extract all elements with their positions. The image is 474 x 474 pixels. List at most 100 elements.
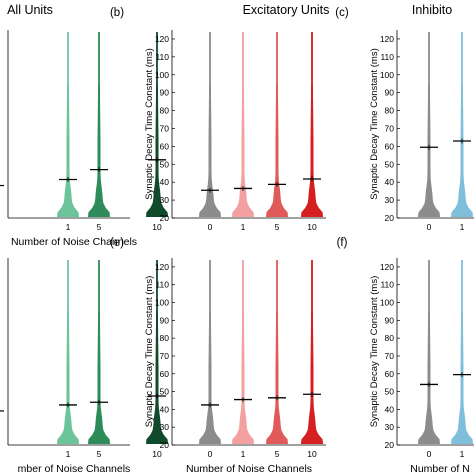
y-tick-label: 90	[385, 88, 395, 98]
x-axis-label: Number of Noise Channels	[11, 236, 137, 248]
y-tick-label: 30	[160, 422, 170, 432]
y-tick-label: 70	[160, 351, 170, 361]
x-tick-label: 1	[241, 449, 246, 459]
panel-label-e: (e)	[110, 237, 124, 249]
x-tick-label: 10	[152, 222, 162, 232]
y-tick-label: 20	[385, 440, 395, 450]
y-axis-label: Synaptic Decay Time Constant (ms)	[144, 276, 155, 428]
x-tick-label: 1	[66, 449, 71, 459]
violin-b-5	[266, 32, 288, 217]
violin-f-0	[418, 260, 440, 444]
x-tick-label: 0	[208, 222, 213, 232]
x-tick-label: 10	[152, 449, 162, 459]
y-tick-label: 120	[380, 262, 394, 272]
x-tick-label: 5	[97, 449, 102, 459]
y-tick-label: 40	[160, 404, 170, 414]
y-tick-label: 40	[385, 177, 395, 187]
y-tick-label: 80	[385, 106, 395, 116]
y-tick-label: 70	[385, 351, 395, 361]
x-tick-label: 0	[208, 449, 213, 459]
y-tick-label: 40	[385, 404, 395, 414]
panel-label-b: (b)	[110, 7, 124, 19]
y-tick-label: 40	[160, 177, 170, 187]
violin-b-1	[232, 32, 254, 217]
y-tick-label: 90	[160, 88, 170, 98]
y-tick-label: 80	[160, 333, 170, 343]
violin-e-1	[232, 260, 254, 444]
y-tick-label: 80	[160, 106, 170, 116]
panel-a: 1 5 10 Number of Noise Channels All Units	[0, 3, 168, 248]
y-tick-label: 30	[385, 195, 395, 205]
panel-title: Inhibito	[412, 3, 452, 17]
violin-b-10	[301, 32, 323, 217]
y-tick-label: 50	[160, 387, 170, 397]
x-tick-label: 0	[427, 222, 432, 232]
y-tick-label: 70	[160, 123, 170, 133]
y-tick-label: 120	[155, 34, 169, 44]
y-tick-label: 120	[155, 262, 169, 272]
y-tick-label: 110	[380, 280, 394, 290]
y-tick-label: 90	[160, 315, 170, 325]
y-tick-label: 60	[160, 141, 170, 151]
x-tick-label: 1	[66, 222, 71, 232]
y-axis-label: Synaptic Decay Time Constant (ms)	[369, 276, 380, 428]
panel-label-f: (f)	[337, 237, 348, 249]
x-axis-label: mber of Noise Channels	[18, 463, 131, 474]
panel-label-c: (c)	[335, 7, 349, 19]
y-tick-label: 80	[385, 333, 395, 343]
violin-d-1	[57, 260, 79, 444]
y-axis-label: Synaptic Decay Time Constant (ms)	[369, 48, 380, 200]
x-axis-label: Number of N	[410, 463, 470, 474]
y-tick-label: 20	[385, 213, 395, 223]
y-tick-label: 30	[385, 422, 395, 432]
x-tick-label: 10	[307, 222, 317, 232]
y-tick-label: 110	[155, 52, 169, 62]
y-tick-label: 100	[380, 298, 394, 308]
x-tick-label: 1	[241, 222, 246, 232]
violin-c-1	[451, 32, 473, 217]
violin-e-0	[199, 260, 221, 444]
y-tick-label: 110	[380, 52, 394, 62]
x-tick-label: 1	[460, 449, 465, 459]
y-tick-label: 60	[160, 369, 170, 379]
panel-title: All Units	[7, 3, 53, 17]
y-tick-label: 110	[155, 280, 169, 290]
y-tick-label: 120	[380, 34, 394, 44]
panel-d: 1 5 10 mber of Noise Channels	[0, 258, 168, 474]
y-tick-label: 50	[385, 159, 395, 169]
violin-a-1	[57, 32, 79, 217]
y-tick-label: 100	[155, 298, 169, 308]
x-tick-label: 5	[275, 222, 280, 232]
x-tick-label: 5	[97, 222, 102, 232]
x-tick-label: 10	[307, 449, 317, 459]
y-tick-label: 20	[160, 213, 170, 223]
violin-e-10	[301, 260, 323, 444]
y-tick-label: 60	[385, 369, 395, 379]
violin-f-1	[451, 260, 473, 444]
violin-a-10	[146, 32, 168, 217]
y-tick-label: 30	[160, 195, 170, 205]
violin-b-0	[199, 32, 221, 217]
y-tick-label: 70	[385, 123, 395, 133]
panel-title: Excitatory Units	[243, 3, 330, 17]
violin-d-10	[146, 260, 168, 444]
y-tick-label: 50	[160, 159, 170, 169]
y-tick-label: 100	[380, 70, 394, 80]
y-tick-label: 50	[385, 387, 395, 397]
x-tick-label: 5	[275, 449, 280, 459]
y-tick-label: 100	[155, 70, 169, 80]
y-tick-label: 20	[160, 440, 170, 450]
x-tick-label: 1	[460, 222, 465, 232]
y-tick-label: 60	[385, 141, 395, 151]
x-tick-label: 0	[427, 449, 432, 459]
y-tick-label: 90	[385, 315, 395, 325]
violin-a-5	[88, 32, 110, 217]
violin-e-5	[266, 260, 288, 444]
x-axis-label: Number of Noise Channels	[186, 463, 312, 474]
violin-c-0	[418, 32, 440, 217]
